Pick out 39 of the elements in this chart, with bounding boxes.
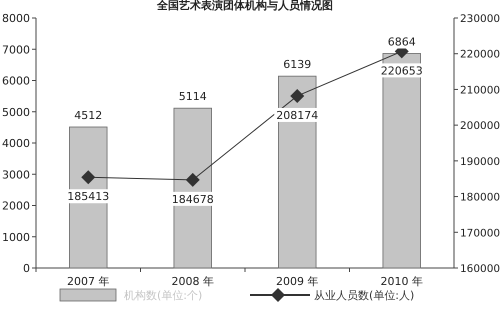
point bbox=[186, 172, 200, 187]
y2-tick-label: 190000 bbox=[460, 156, 500, 168]
x-tick-label: 2007 年 bbox=[67, 275, 110, 288]
data-label: 220653 bbox=[380, 64, 423, 78]
y-tick-label: 5000 bbox=[2, 106, 30, 119]
y2-tick-label: 170000 bbox=[460, 227, 500, 240]
data-label: 184678 bbox=[172, 192, 214, 206]
y2-tick-label: 200000 bbox=[460, 120, 500, 132]
y2-tick-label: 230000 bbox=[460, 13, 500, 25]
y-tick-label: 7000 bbox=[2, 43, 30, 56]
data-label: 208174 bbox=[276, 108, 318, 122]
data-label: 185413 bbox=[67, 190, 110, 204]
bar bbox=[69, 126, 108, 268]
bar bbox=[382, 53, 421, 268]
y2-tick-label: 220000 bbox=[460, 48, 500, 61]
bar bbox=[278, 76, 316, 268]
y-tick-label: 3000 bbox=[2, 168, 30, 182]
y-tick-label: 4000 bbox=[2, 137, 30, 150]
y2-tick-label: 160000 bbox=[460, 263, 500, 275]
data-label: 5114 bbox=[178, 90, 207, 104]
y-tick-label: 6000 bbox=[2, 74, 30, 88]
data-label: 4512 bbox=[74, 109, 102, 122]
y-tick-label: 8000 bbox=[2, 12, 30, 25]
data-label: 6864 bbox=[388, 36, 416, 48]
y-tick-label: 2000 bbox=[2, 200, 30, 212]
y-tick-label: 0 bbox=[23, 262, 30, 275]
bar bbox=[174, 108, 212, 268]
y-tick-label: 1000 bbox=[2, 230, 30, 244]
y2-tick-label: 180000 bbox=[460, 192, 500, 204]
data-label: 6139 bbox=[283, 58, 312, 72]
y2-tick-label: 210000 bbox=[460, 84, 500, 96]
x-tick-label: 2008 年 bbox=[172, 275, 214, 288]
point bbox=[81, 170, 96, 184]
legend-item: 从业人员数(单位:人) bbox=[250, 288, 414, 302]
series-label: 机构数(单位:个) bbox=[124, 289, 202, 302]
x-tick-label: 2009 年 bbox=[276, 275, 318, 288]
point bbox=[290, 88, 304, 103]
x-tick-label: 2010 年 bbox=[380, 275, 423, 288]
legend-item: 机构数(单位:个) bbox=[60, 288, 202, 302]
